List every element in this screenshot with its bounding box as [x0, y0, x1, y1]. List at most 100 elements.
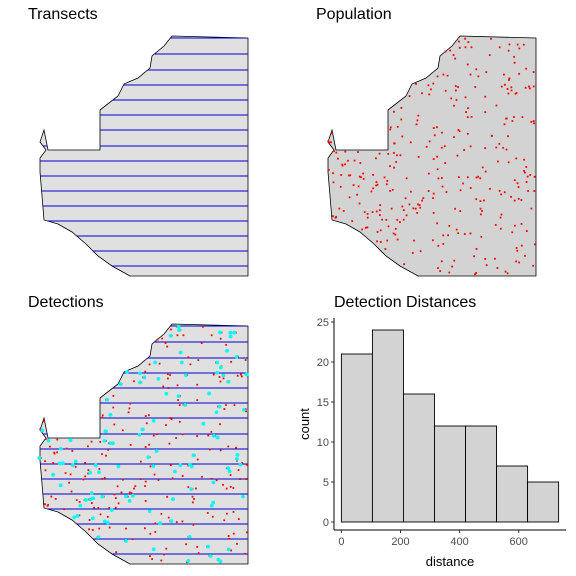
population-point	[441, 132, 443, 134]
detected-point	[97, 470, 101, 474]
population-point	[144, 527, 146, 529]
population-point	[453, 136, 455, 138]
population-point	[187, 356, 189, 358]
population-point	[154, 522, 156, 524]
population-point	[500, 228, 502, 230]
population-point	[432, 197, 434, 199]
population-point	[397, 126, 399, 128]
population-point	[470, 74, 472, 76]
detected-point	[210, 504, 214, 508]
detected-point	[152, 547, 156, 551]
population-point	[525, 166, 527, 168]
population-point	[91, 441, 93, 443]
population-point	[441, 177, 443, 179]
population-point	[444, 162, 446, 164]
detected-point	[76, 514, 80, 518]
population-point	[115, 507, 117, 509]
population-point	[115, 497, 117, 499]
detected-point	[91, 516, 95, 520]
population-point	[342, 165, 344, 167]
population-point	[508, 161, 510, 163]
population-point	[145, 500, 147, 502]
population-point	[375, 157, 377, 159]
population-point	[179, 421, 181, 423]
population-point	[511, 231, 513, 233]
population-point	[419, 204, 421, 206]
population-point	[216, 479, 218, 481]
population-point	[393, 111, 395, 113]
population-point	[232, 487, 234, 489]
y-axis-label: count	[297, 408, 312, 440]
population-point	[437, 75, 439, 77]
population-point	[170, 464, 172, 466]
population-point	[172, 477, 174, 479]
detected-point	[188, 535, 192, 539]
population-point	[112, 407, 114, 409]
detected-point	[190, 464, 194, 468]
population-point	[471, 116, 473, 118]
population-point	[226, 513, 228, 515]
population-point	[344, 151, 346, 153]
population-point	[327, 140, 329, 142]
population-point	[84, 475, 86, 477]
population-point	[496, 105, 498, 107]
population-point	[409, 203, 411, 205]
population-point	[447, 234, 449, 236]
population-point	[514, 225, 516, 227]
population-point	[50, 496, 52, 498]
detected-point	[229, 331, 233, 335]
population-point	[93, 507, 95, 509]
population-point	[337, 158, 339, 160]
population-point	[372, 211, 374, 213]
population-point	[227, 446, 229, 448]
population-point	[442, 186, 444, 188]
detected-point	[103, 439, 107, 443]
detected-point	[207, 392, 211, 396]
population-point	[340, 186, 342, 188]
y-tick-label: 20	[317, 357, 329, 369]
population-point	[49, 446, 51, 448]
population-point	[436, 222, 438, 224]
population-point	[464, 233, 466, 235]
population-point	[504, 191, 506, 193]
population-point	[526, 230, 528, 232]
population-point	[359, 203, 361, 205]
population-point	[201, 342, 203, 344]
population-point	[515, 261, 517, 263]
population-point	[429, 141, 431, 143]
population-point	[220, 381, 222, 383]
population-point	[484, 96, 486, 98]
population-point	[508, 93, 510, 95]
population-point	[129, 407, 131, 409]
population-point	[524, 172, 526, 174]
population-point	[65, 472, 67, 474]
detected-point	[201, 422, 205, 426]
population-point	[246, 464, 248, 466]
detected-point	[232, 331, 236, 335]
population-point	[101, 417, 103, 419]
population-point	[197, 459, 199, 461]
population-point	[177, 384, 179, 386]
population-point	[379, 209, 381, 211]
population-point	[245, 359, 247, 361]
population-point	[149, 363, 151, 365]
y-tick-label: 25	[317, 317, 329, 329]
detected-point	[177, 325, 181, 329]
population-point	[505, 271, 507, 273]
population-point	[108, 507, 110, 509]
detected-point	[206, 545, 210, 549]
population-point	[92, 529, 94, 531]
population-point	[521, 245, 523, 247]
population-point	[501, 86, 503, 88]
population-point	[457, 129, 459, 131]
population-point	[533, 190, 535, 192]
population-point	[233, 511, 235, 513]
population-point	[235, 447, 237, 449]
population-point	[513, 56, 515, 58]
population-point	[416, 123, 418, 125]
population-point	[230, 550, 232, 552]
population-point	[347, 160, 349, 162]
population-point	[169, 374, 171, 376]
population-point	[533, 71, 535, 73]
population-point	[394, 142, 396, 144]
